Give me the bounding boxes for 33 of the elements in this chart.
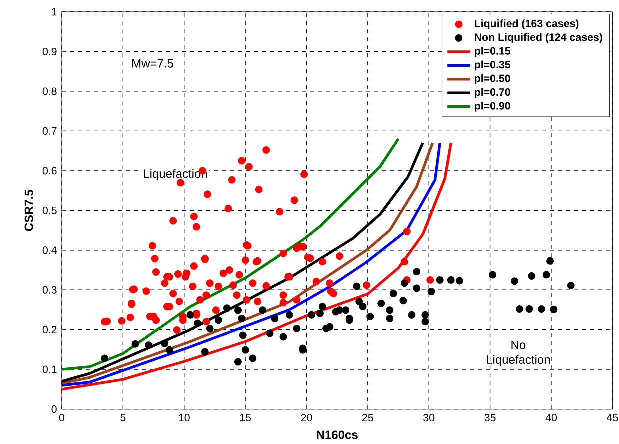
x-tick-label: 25 [362, 414, 374, 422]
legend-label: pl=0.70 [475, 88, 510, 98]
x-tick-label: 35 [484, 414, 496, 422]
x-tick-label: 20 [301, 414, 312, 422]
legend-label: Liquified (163 cases) [475, 20, 579, 30]
y-tick-label: 0.5 [42, 206, 57, 214]
y-tick-label: 0 [52, 406, 57, 414]
y-tick-label: 0.4 [42, 246, 57, 254]
y-axis-title: CSR7.5 [24, 190, 34, 232]
y-tick-label: 0.6 [42, 167, 57, 175]
y-tick-label: 0.2 [42, 326, 57, 334]
legend-label: Non Liquified (124 cases) [475, 33, 602, 44]
x-tick-label: 45 [606, 414, 618, 422]
y-tick-label: 0.7 [42, 127, 57, 135]
legend-label: pl=0.90 [475, 102, 510, 112]
x-tick-label: 0 [59, 414, 65, 422]
annotation: Liquefaction [144, 169, 208, 180]
y-tick-label: 0.1 [42, 366, 57, 374]
y-tick-label: 0.8 [42, 88, 57, 96]
x-tick-label: 5 [120, 414, 126, 422]
legend-label: pl=0.35 [475, 60, 511, 71]
x-tick-label: 30 [424, 414, 435, 422]
annotation: No Liquefaction [487, 340, 550, 366]
legend-label: pl=0.15 [475, 47, 511, 57]
x-tick-label: 40 [546, 414, 557, 422]
x-axis-title: N160cs [317, 430, 358, 440]
y-tick-label: 1 [52, 8, 57, 16]
y-tick-label: 0.9 [42, 48, 57, 56]
x-tick-label: 15 [240, 414, 252, 422]
y-tick-label: 0.3 [42, 286, 57, 294]
annotation: Mw=7.5 [132, 59, 174, 68]
legend-label: pl=0.50 [475, 74, 510, 84]
x-tick-label: 10 [179, 414, 190, 422]
